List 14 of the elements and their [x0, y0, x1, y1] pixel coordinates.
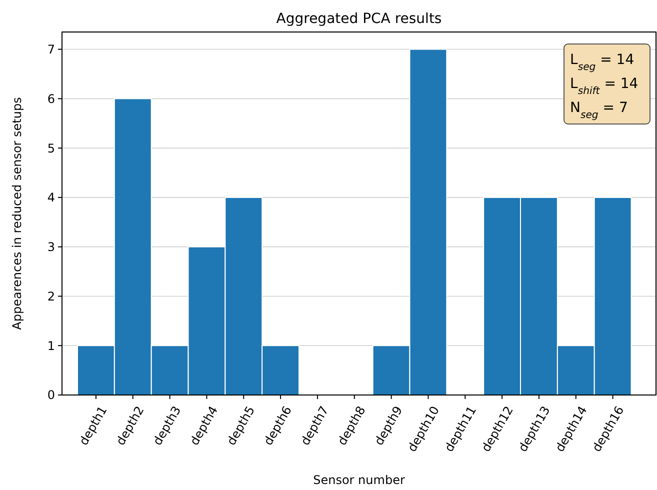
y-tick-label: 3	[47, 240, 55, 254]
y-tick-label: 6	[47, 92, 55, 106]
annotation: N$_{seg}$ = 7	[570, 100, 628, 120]
y-tick-label: 4	[47, 190, 55, 205]
x-axis-title: Sensor number	[313, 473, 405, 487]
y-tick-label: 2	[47, 289, 55, 304]
y-tick-label: 0	[47, 388, 55, 402]
annotation: L$_{seg}$ = 14	[570, 52, 634, 72]
chart-title: Aggregated PCA results	[276, 11, 442, 27]
annotation: L$_{shift}$ = 14	[570, 76, 638, 96]
y-axis-title: Appearences in reduced sensor setups	[10, 97, 24, 330]
y-tick-label: 1	[47, 338, 55, 353]
y-tick-label: 5	[47, 141, 55, 156]
y-tick-label: 7	[47, 42, 55, 56]
